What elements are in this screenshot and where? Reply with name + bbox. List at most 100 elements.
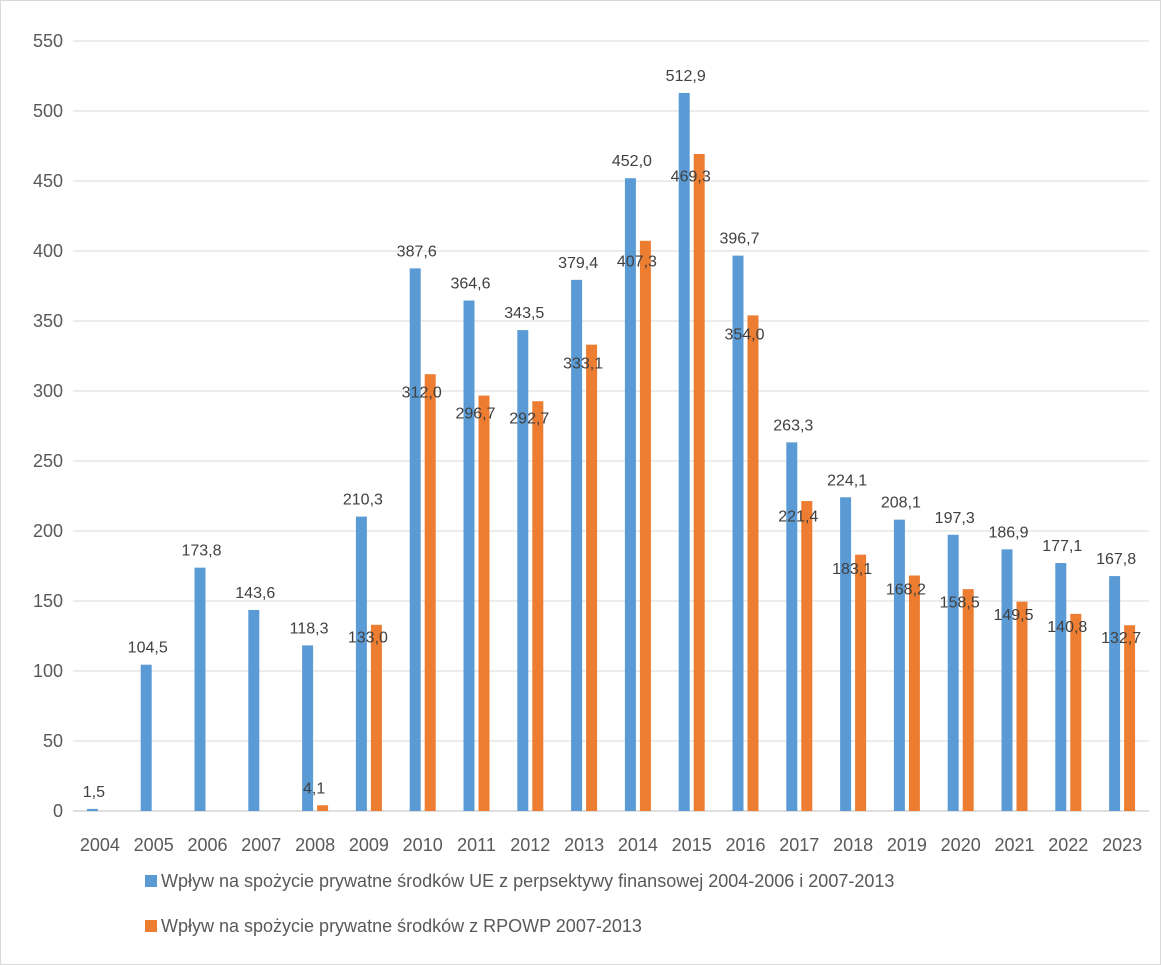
bar-rpowp-2015 xyxy=(693,153,705,812)
x-tick-label: 2007 xyxy=(241,835,281,855)
y-tick-label: 200 xyxy=(33,521,63,541)
bar-ue-2021 xyxy=(1001,549,1013,811)
bar-rpowp-2009 xyxy=(370,624,382,811)
bar-rpowp-2020 xyxy=(962,589,974,811)
data-label-rpowp-2019: 168,2 xyxy=(886,581,926,598)
bar-ue-2010 xyxy=(409,268,421,811)
y-tick-label: 500 xyxy=(33,101,63,121)
x-tick-label: 2012 xyxy=(510,835,550,855)
x-tick-label: 2013 xyxy=(564,835,604,855)
data-label-rpowp-2020: 158,5 xyxy=(940,595,980,612)
data-label-rpowp-2009: 133,0 xyxy=(348,630,388,647)
data-label-ue-2022: 177,1 xyxy=(1042,538,1082,555)
bar-ue-2022 xyxy=(1055,563,1067,811)
x-tick-label: 2014 xyxy=(618,835,658,855)
y-tick-label: 450 xyxy=(33,171,63,191)
y-tick-label: 150 xyxy=(33,591,63,611)
data-label-rpowp-2022: 140,8 xyxy=(1047,619,1087,636)
data-label-rpowp-2011: 296,7 xyxy=(455,405,495,422)
data-label-ue-2020: 197,3 xyxy=(935,510,975,527)
bar-rpowp-2017 xyxy=(801,501,813,811)
data-label-ue-2021: 186,9 xyxy=(988,524,1028,541)
data-label-ue-2016: 396,7 xyxy=(719,231,759,248)
y-axis-ticks: 0 50 100 150 200 250 300 350 400 450 500 550 xyxy=(33,31,63,821)
bar-ue-2011 xyxy=(463,300,475,811)
data-label-ue-2008: 118,3 xyxy=(290,620,329,637)
x-tick-label: 2010 xyxy=(403,835,443,855)
x-tick-label: 2023 xyxy=(1102,835,1142,855)
y-tick-label: 550 xyxy=(33,31,63,51)
x-tick-label: 2015 xyxy=(672,835,712,855)
bar-ue-2017 xyxy=(786,442,798,811)
x-tick-label: 2020 xyxy=(941,835,981,855)
bar-ue-2014 xyxy=(624,178,636,811)
legend-label-ue: Wpływ na spożycie prywatne środków UE z … xyxy=(161,871,894,891)
data-label-ue-2011: 364,6 xyxy=(450,276,490,293)
bar-rpowp-2018 xyxy=(855,554,867,811)
x-tick-label: 2019 xyxy=(887,835,927,855)
data-label-ue-2012: 343,5 xyxy=(504,305,544,322)
bar-rpowp-2021 xyxy=(1016,601,1028,811)
x-tick-label: 2004 xyxy=(80,835,120,855)
legend-swatch-rpowp xyxy=(145,920,157,932)
data-label-ue-2017: 263,3 xyxy=(773,417,813,434)
x-tick-label: 2005 xyxy=(134,835,174,855)
data-label-ue-2023: 167,8 xyxy=(1096,551,1136,568)
data-label-ue-2019: 208,1 xyxy=(881,495,921,512)
data-label-ue-2005: 104,5 xyxy=(128,640,168,657)
bar-rpowp-2008 xyxy=(317,805,329,811)
bar-rpowp-2011 xyxy=(478,395,490,811)
data-label-rpowp-2013: 333,1 xyxy=(563,355,603,372)
x-tick-label: 2006 xyxy=(187,835,227,855)
data-label-ue-2014: 452,0 xyxy=(612,153,652,170)
y-tick-label: 50 xyxy=(43,731,63,751)
bar-rpowp-2012 xyxy=(532,401,544,811)
y-tick-label: 0 xyxy=(53,801,63,821)
x-tick-label: 2017 xyxy=(779,835,819,855)
x-tick-label: 2018 xyxy=(833,835,873,855)
data-label-rpowp-2021: 149,5 xyxy=(993,607,1033,624)
x-tick-label: 2022 xyxy=(1048,835,1088,855)
x-tick-label: 2011 xyxy=(457,835,496,855)
bar-ue-2016 xyxy=(732,255,744,811)
bar-rpowp-2013 xyxy=(586,344,598,811)
bar-rpowp-2023 xyxy=(1124,625,1136,811)
bar-rpowp-2014 xyxy=(639,240,651,811)
legend-label-rpowp: Wpływ na spożycie prywatne środków z RPO… xyxy=(161,916,642,936)
bar-ue-2004 xyxy=(86,808,98,811)
bar-ue-2012 xyxy=(517,330,529,811)
bar-ue-2009 xyxy=(355,516,367,811)
y-tick-label: 400 xyxy=(33,241,63,261)
x-tick-label: 2016 xyxy=(725,835,765,855)
bar-ue-2013 xyxy=(571,279,583,812)
data-label-ue-2018: 224,1 xyxy=(827,472,867,489)
data-label-ue-2013: 379,4 xyxy=(558,255,598,272)
bar-ue-2005 xyxy=(140,664,152,811)
y-tick-label: 250 xyxy=(33,451,63,471)
y-tick-label: 350 xyxy=(33,311,63,331)
data-label-rpowp-2017: 221,4 xyxy=(778,508,818,525)
bar-rpowp-2019 xyxy=(908,575,920,811)
data-label-ue-2004: 1,5 xyxy=(83,784,105,801)
bar-ue-2015 xyxy=(678,92,690,811)
data-label-ue-2010: 387,6 xyxy=(397,243,437,260)
data-labels: 1,5 104,5 173,8 143,6 118,3 4,1 210,3 133,0 387,… xyxy=(83,68,1141,801)
data-label-ue-2006: 173,8 xyxy=(181,543,221,560)
bar-ue-2008 xyxy=(302,645,314,811)
data-label-ue-2015: 512,9 xyxy=(666,68,706,85)
data-label-rpowp-2015: 469,3 xyxy=(671,169,711,186)
bar-ue-2007 xyxy=(248,609,260,811)
bar-ue-2020 xyxy=(947,534,959,811)
bar-rpowp-2016 xyxy=(747,315,759,811)
data-label-rpowp-2008: 4,1 xyxy=(303,780,325,797)
data-label-rpowp-2018: 183,1 xyxy=(832,561,872,578)
data-label-rpowp-2016: 354,0 xyxy=(724,327,764,344)
data-label-rpowp-2010: 312,0 xyxy=(402,384,442,401)
data-label-rpowp-2012: 292,7 xyxy=(509,411,549,428)
bar-ue-2023 xyxy=(1109,576,1121,811)
bar-ue-2019 xyxy=(893,519,905,811)
bars xyxy=(86,92,1136,812)
bar-rpowp-2022 xyxy=(1070,613,1082,811)
